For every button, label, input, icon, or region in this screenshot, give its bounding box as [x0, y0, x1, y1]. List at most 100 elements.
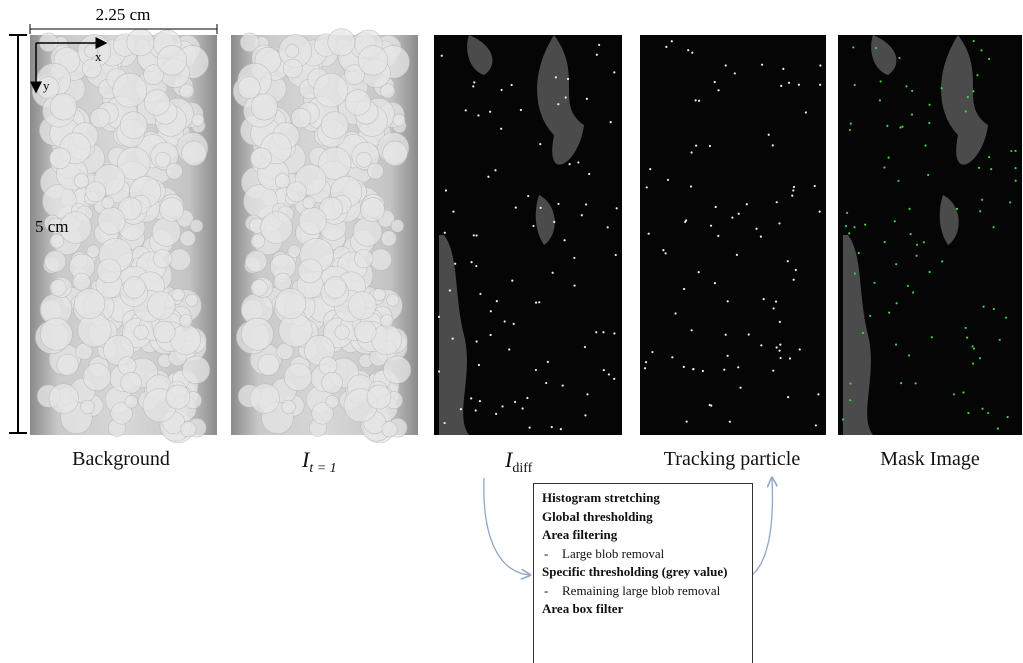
particle	[1009, 201, 1011, 203]
particle	[683, 288, 685, 290]
process-step: Specific thresholding (grey value)	[542, 563, 744, 582]
particle	[608, 373, 610, 375]
particle	[793, 279, 795, 281]
bead	[241, 318, 273, 350]
particle	[746, 203, 748, 205]
particle	[495, 413, 497, 415]
particle	[748, 333, 750, 335]
bead	[123, 277, 145, 299]
panel-image	[640, 35, 826, 435]
bead	[275, 174, 290, 189]
particle	[565, 96, 567, 98]
particle	[665, 252, 667, 254]
particle	[862, 332, 864, 334]
particle	[490, 310, 492, 312]
flow-arrow-in	[484, 478, 530, 575]
bead	[354, 321, 376, 343]
particle	[901, 126, 903, 128]
bead	[134, 325, 149, 340]
particle	[792, 189, 794, 191]
particle	[888, 157, 890, 159]
particle	[444, 422, 446, 424]
particle	[779, 357, 781, 359]
particle	[1005, 317, 1007, 319]
bead	[251, 279, 268, 296]
particle	[603, 369, 605, 371]
particle	[489, 334, 491, 336]
particle	[569, 163, 571, 165]
particle	[854, 272, 856, 274]
particle	[927, 174, 929, 176]
particle	[547, 361, 549, 363]
particle	[798, 84, 800, 86]
bead	[50, 279, 67, 296]
bead	[322, 372, 343, 393]
particle	[573, 285, 575, 287]
particle	[768, 134, 770, 136]
bead	[113, 73, 147, 107]
bead	[245, 251, 267, 273]
particle	[880, 80, 882, 82]
particle	[479, 293, 481, 295]
bead	[282, 400, 296, 414]
label-sub: t = 1	[309, 461, 336, 476]
particle	[916, 244, 918, 246]
bead	[251, 234, 265, 248]
particle	[883, 166, 885, 168]
particle	[500, 89, 502, 91]
particle	[475, 409, 477, 411]
particle	[997, 427, 999, 429]
particle	[496, 300, 498, 302]
particle	[941, 260, 943, 262]
bead	[180, 231, 195, 246]
particle	[819, 64, 821, 66]
particle	[539, 143, 541, 145]
bead	[391, 219, 404, 232]
particle	[715, 206, 717, 208]
particle	[979, 210, 981, 212]
bead	[120, 112, 147, 139]
process-step: Area box filter	[542, 600, 744, 619]
bead	[345, 90, 371, 116]
x-axis-label: x	[95, 49, 102, 64]
particle	[577, 161, 579, 163]
particle	[1007, 416, 1009, 418]
particle	[875, 47, 877, 49]
bead	[118, 357, 136, 375]
particle	[674, 312, 676, 314]
particle	[685, 219, 687, 221]
particle	[494, 169, 496, 171]
particle	[662, 249, 664, 251]
particle	[511, 280, 513, 282]
particle	[690, 151, 692, 153]
particle	[982, 306, 984, 308]
particle	[763, 298, 765, 300]
particle	[778, 350, 780, 352]
particle	[923, 241, 925, 243]
particle	[993, 226, 995, 228]
bead	[381, 315, 393, 327]
particle	[895, 263, 897, 265]
bead	[286, 44, 299, 57]
particle	[717, 235, 719, 237]
particle	[858, 252, 860, 254]
process-substep: Large blob removal	[542, 545, 744, 564]
particle	[695, 145, 697, 147]
particle	[651, 351, 653, 353]
particle	[695, 99, 697, 101]
process-step: Global thresholding	[542, 508, 744, 527]
bead	[258, 354, 280, 376]
particle	[779, 321, 781, 323]
particle	[687, 49, 689, 51]
particle	[665, 46, 667, 48]
bead	[147, 292, 175, 320]
particle	[981, 199, 983, 201]
particle	[779, 344, 781, 346]
particle	[644, 367, 646, 369]
particle	[454, 263, 456, 265]
particle	[671, 40, 673, 42]
particle	[776, 346, 778, 348]
bead	[121, 372, 142, 393]
bead	[367, 163, 383, 179]
